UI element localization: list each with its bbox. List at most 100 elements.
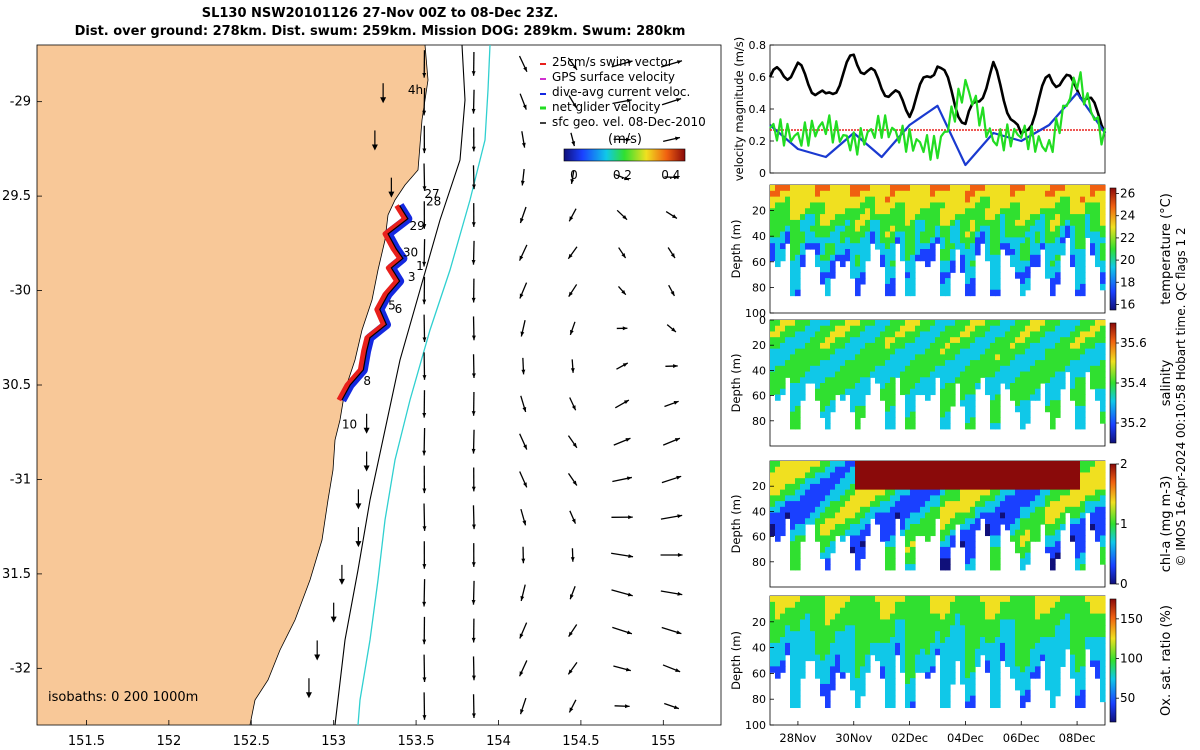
heatmap-cell xyxy=(925,337,931,344)
heatmap-cell xyxy=(1100,202,1106,209)
heatmap-cell xyxy=(835,388,841,396)
heatmap-cell xyxy=(960,495,966,502)
heatmap-cell xyxy=(1035,461,1041,468)
heatmap-cell xyxy=(1100,266,1106,273)
heatmap-cell xyxy=(855,619,861,626)
heatmap-cell xyxy=(860,637,866,644)
heatmap-cell xyxy=(930,377,936,384)
heatmap-cell xyxy=(915,383,921,390)
velocity-arrowhead xyxy=(522,406,527,412)
heatmap-cell xyxy=(985,231,991,238)
heatmap-cell xyxy=(925,196,931,204)
heatmap-cell xyxy=(850,331,856,338)
heatmap-cell xyxy=(890,365,896,373)
heatmap-cell xyxy=(790,360,796,367)
heatmap-cell xyxy=(835,377,841,384)
heatmap-cell xyxy=(860,642,866,650)
heatmap-cell xyxy=(980,185,986,192)
heatmap-cell xyxy=(1030,342,1036,350)
heatmap-cell xyxy=(900,607,906,615)
heatmap-cell xyxy=(880,360,886,367)
heatmap-cell xyxy=(1015,660,1021,667)
heatmap-cell xyxy=(975,365,981,373)
heatmap-cell xyxy=(1080,202,1086,209)
heatmap-cell xyxy=(1020,613,1026,621)
heatmap-cell xyxy=(1045,666,1051,673)
heatmap-cell xyxy=(1010,672,1016,679)
heatmap-cell xyxy=(845,613,851,621)
heatmap-cell xyxy=(930,529,936,537)
heatmap-cell xyxy=(1080,278,1086,285)
heatmap-cell xyxy=(1015,249,1021,256)
heatmap-cell xyxy=(940,360,946,367)
heatmap-cell xyxy=(945,320,951,327)
heatmap-cell xyxy=(845,596,851,603)
heatmap-cell xyxy=(1085,596,1091,603)
heatmap-cell xyxy=(945,495,951,502)
heatmap-cell xyxy=(840,331,846,338)
heatmap-cell xyxy=(965,400,971,407)
track-path xyxy=(341,205,409,401)
heatmap-cell xyxy=(970,360,976,367)
heatmap-cell xyxy=(905,365,911,373)
heatmap-cell xyxy=(820,266,826,273)
heatmap-cell xyxy=(940,354,946,361)
heatmap-cell xyxy=(1015,619,1021,626)
time-xtick-label: 04Dec xyxy=(947,731,984,745)
heatmap-cell xyxy=(915,518,921,525)
heatmap-cell xyxy=(905,648,911,656)
heatmap-cell xyxy=(970,225,976,233)
heatmap-cell xyxy=(915,524,921,531)
heatmap-cell xyxy=(1080,596,1086,603)
heatmap-cell xyxy=(955,483,961,491)
heatmap-cell xyxy=(830,190,836,198)
heatmap-cell xyxy=(780,202,786,209)
heatmap-cell xyxy=(840,354,846,361)
heatmap-cell xyxy=(810,325,816,333)
heatmap-cell xyxy=(915,637,921,644)
heatmap-cell xyxy=(920,365,926,373)
glider-track xyxy=(336,203,413,403)
heatmap-cell xyxy=(875,360,881,367)
heatmap-cell xyxy=(990,535,996,542)
heatmap-cell xyxy=(895,225,901,233)
heatmap-cell xyxy=(1020,701,1026,709)
heatmap-cell xyxy=(965,348,971,355)
heatmap-cell xyxy=(1030,260,1036,268)
heatmap-cell xyxy=(995,272,1001,279)
heatmap-cell xyxy=(880,190,886,198)
heatmap-cell xyxy=(1075,237,1081,244)
heatmap-cell xyxy=(895,642,901,650)
heatmap-cell xyxy=(890,320,896,327)
heatmap-cell xyxy=(1005,489,1011,496)
heatmap-cell xyxy=(910,541,916,548)
heatmap-cell xyxy=(930,466,936,474)
heatmap-cell xyxy=(785,613,791,621)
heatmap-cell xyxy=(940,365,946,373)
heatmap-cell xyxy=(825,529,831,537)
heatmap-cell xyxy=(980,331,986,338)
heatmap-cell xyxy=(780,495,786,502)
heatmap-cell xyxy=(985,196,991,204)
heatmap-cell xyxy=(1080,243,1086,250)
heatmap-cell xyxy=(825,596,831,603)
heatmap-cell xyxy=(1015,219,1021,227)
heatmap-cell xyxy=(835,231,841,238)
heatmap-cell xyxy=(965,695,971,703)
heatmap-cell xyxy=(945,272,951,279)
heatmap-cell xyxy=(910,377,916,384)
heatmap-cell xyxy=(1050,371,1056,378)
heatmap-cell xyxy=(985,214,991,221)
heatmap-cell xyxy=(775,243,781,250)
heatmap-cell xyxy=(835,249,841,256)
heatmap-cell xyxy=(910,689,916,697)
heatmap-cell xyxy=(1050,478,1056,485)
heatmap-cell xyxy=(990,489,996,496)
heatmap-cell xyxy=(950,541,956,548)
heatmap-cell xyxy=(915,625,921,632)
heatmap-cell xyxy=(815,337,821,344)
heatmap-cell xyxy=(995,654,1001,662)
heatmap-cell xyxy=(815,383,821,390)
heatmap-cell xyxy=(790,320,796,327)
